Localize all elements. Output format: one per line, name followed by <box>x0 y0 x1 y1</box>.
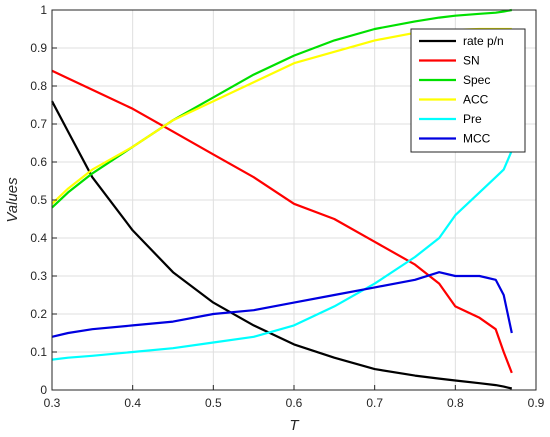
y-tick-label: 1 <box>40 3 47 17</box>
x-tick-label: 0.8 <box>447 396 464 410</box>
series-line-rate-p-n <box>51 100 513 390</box>
series-line-spec <box>51 8 513 209</box>
x-tick-label: 0.3 <box>44 396 61 410</box>
y-tick-label: 0.1 <box>30 345 47 359</box>
series-line-mcc <box>51 271 513 338</box>
x-axis-title: T <box>289 417 300 434</box>
series-line-pre <box>51 150 513 361</box>
legend-label: SN <box>463 54 480 68</box>
x-tick-label: 0.6 <box>286 396 303 410</box>
series-line-sn <box>51 69 513 374</box>
legend: rate p/n SN Spec ACC Pre MCC <box>410 28 526 153</box>
y-tick-label: 0.4 <box>30 231 47 245</box>
y-tick-label: 0.7 <box>30 117 47 131</box>
x-tick-label: 0.9 <box>528 396 545 410</box>
y-tick-label: 0 <box>40 383 47 397</box>
y-tick-label: 0.2 <box>30 307 47 321</box>
legend-label: MCC <box>463 132 491 146</box>
y-tick-label: 0.8 <box>30 79 47 93</box>
tick-layer: 0.3 0.4 0.5 0.6 0.7 0.8 0.9 0 0.1 0.2 0.3 0.4 0.5 0.6… <box>30 3 544 410</box>
y-tick-label: 0.9 <box>30 41 47 55</box>
y-axis-title: Values <box>4 177 21 223</box>
y-tick-label: 0.3 <box>30 269 47 283</box>
y-tick-label: 0.6 <box>30 155 47 169</box>
x-tick-label: 0.7 <box>366 396 383 410</box>
legend-label: ACC <box>463 93 489 107</box>
legend-label: Pre <box>463 112 482 126</box>
legend-label: Spec <box>463 73 490 87</box>
legend-box <box>410 28 526 153</box>
legend-label: rate p/n <box>463 34 504 48</box>
x-tick-label: 0.5 <box>205 396 222 410</box>
x-tick-label: 0.4 <box>124 396 141 410</box>
y-tick-label: 0.5 <box>30 193 47 207</box>
